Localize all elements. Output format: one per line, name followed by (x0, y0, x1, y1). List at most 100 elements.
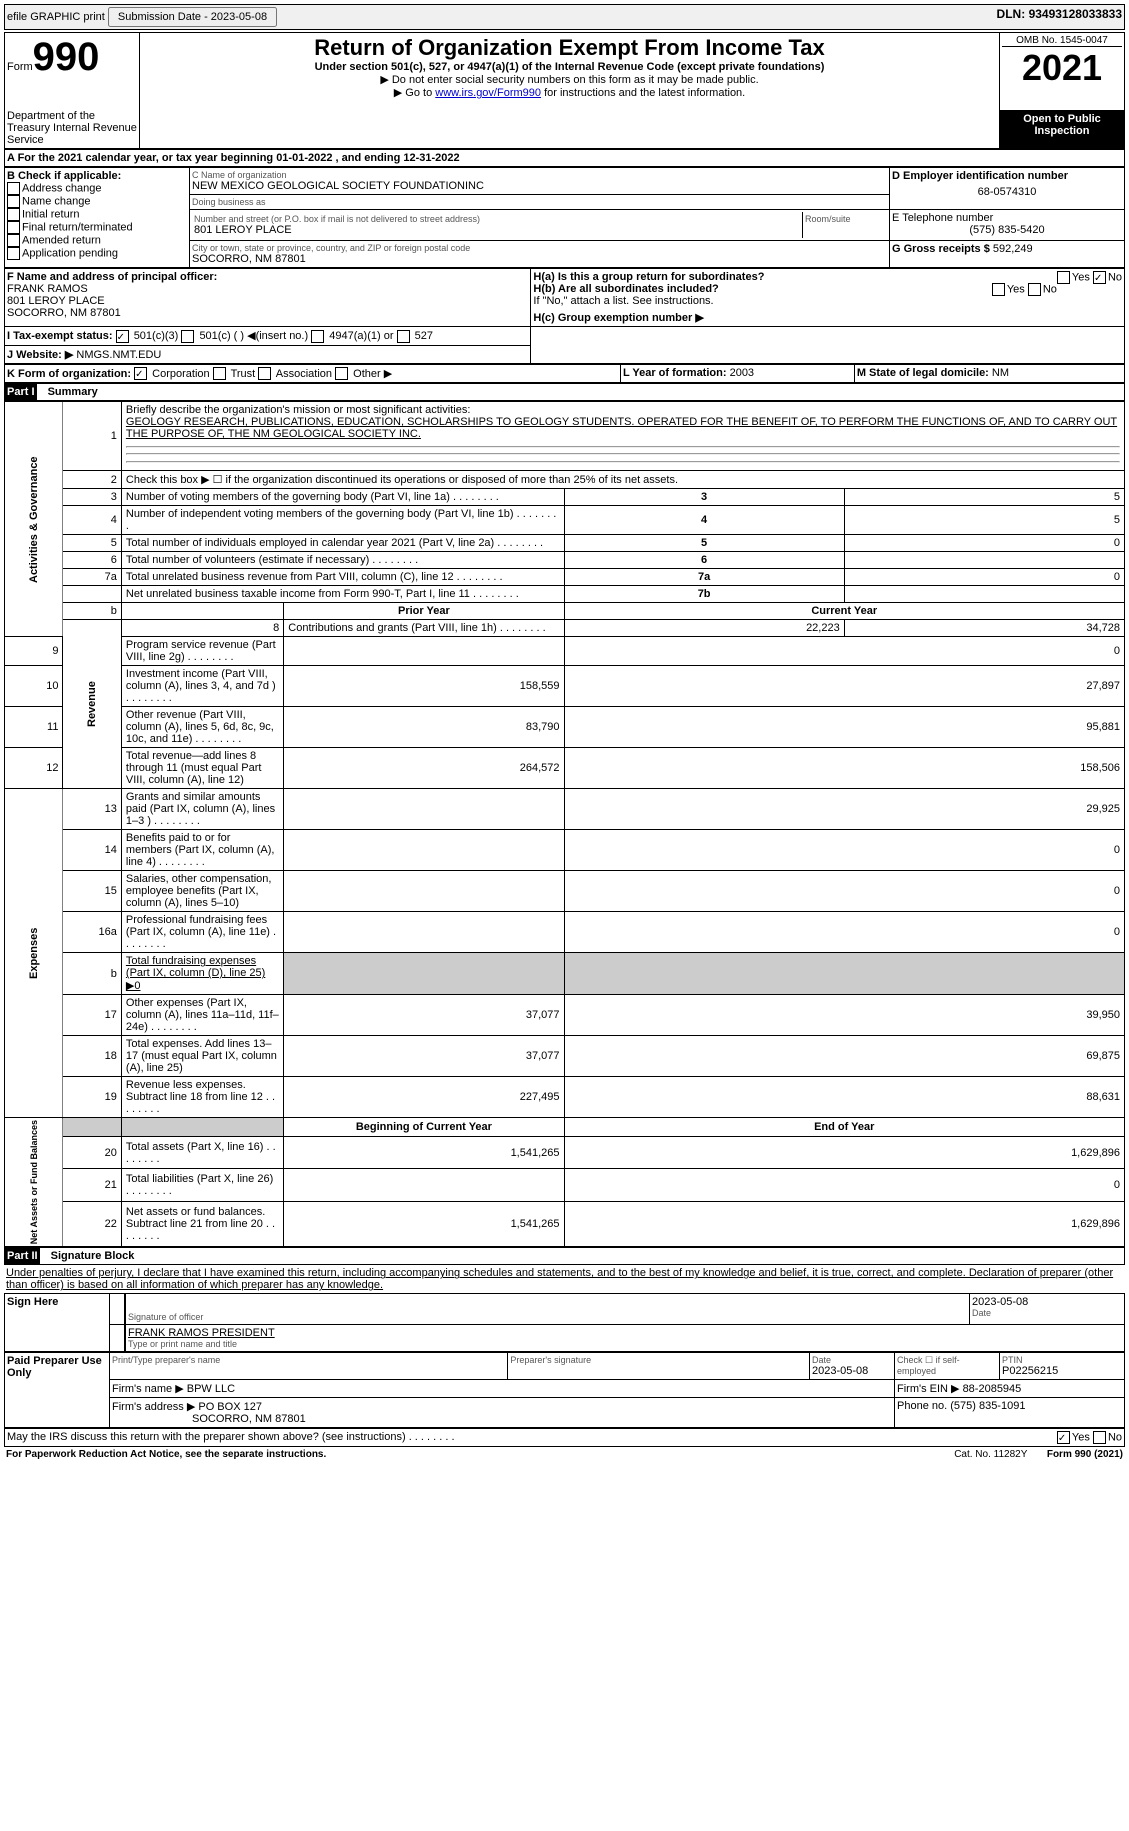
cb-4947[interactable] (311, 330, 324, 343)
h-cell: H(a) Is this a group return for subordin… (531, 269, 1125, 310)
efile-label: efile GRAPHIC print (7, 11, 105, 23)
open-inspection: Open to Public Inspection (1000, 110, 1125, 148)
exp-row-16b: b Total fundraising expenses (Part IX, c… (5, 953, 1125, 995)
cb-application-pending[interactable] (7, 247, 20, 260)
tax-status-cell: I Tax-exempt status: 501(c)(3) 501(c) ( … (5, 327, 531, 346)
firm-name: Firm's name ▶ BPW LLC (110, 1380, 895, 1398)
rev-row-10: 10 Investment income (Part VIII, column … (5, 666, 1125, 707)
cb-trust[interactable] (213, 367, 226, 380)
net-row-21: 21 Total liabilities (Part X, line 26) 0 (5, 1169, 1125, 1201)
net-row-20: 20 Total assets (Part X, line 16) 1,541,… (5, 1137, 1125, 1169)
officer-cell: F Name and address of principal officer:… (5, 269, 531, 327)
gov-row-3: 3 Number of voting members of the govern… (5, 489, 1125, 506)
main-title: Return of Organization Exempt From Incom… (142, 35, 997, 61)
officer-sig: Signature of officer (125, 1294, 970, 1325)
cb-final-return[interactable] (7, 221, 20, 234)
q1-row: Briefly describe the organization's miss… (121, 402, 1124, 471)
cb-initial-return[interactable] (7, 208, 20, 221)
cb-name-change[interactable] (7, 195, 20, 208)
submission-date-button[interactable]: Submission Date - 2023-05-08 (108, 7, 277, 27)
part2-header: Part II Signature Block (4, 1247, 1125, 1265)
paid-preparer-label: Paid Preparer Use Only (5, 1353, 110, 1428)
cb-amended-return[interactable] (7, 234, 20, 247)
rev-row-11: 11 Other revenue (Part VIII, column (A),… (5, 707, 1125, 748)
side-governance: Activities & Governance (5, 402, 63, 637)
gross-cell: G Gross receipts $ 592,249 (890, 241, 1125, 268)
exp-row-17: 17 Other expenses (Part IX, column (A), … (5, 995, 1125, 1036)
prep-ptin: PTIN P02256215 (1000, 1353, 1125, 1380)
exp-row-16a: 16a Professional fundraising fees (Part … (5, 912, 1125, 953)
cb-discuss-no[interactable] (1093, 1431, 1106, 1444)
rev-row-9: 9 Program service revenue (Part VIII, li… (5, 637, 1125, 666)
cb-discuss-yes[interactable] (1057, 1431, 1070, 1444)
officer-name: FRANK RAMOS PRESIDENT Type or print name… (125, 1325, 1125, 1352)
form-990-number: 990 (33, 35, 100, 79)
net-row-22: 22 Net assets or fund balances. Subtract… (5, 1201, 1125, 1247)
phone-cell: E Telephone number (575) 835-5420 (890, 210, 1125, 241)
prep-check: Check ☐ if self-employed (895, 1353, 1000, 1380)
part1-header: Part I Summary (4, 383, 1125, 401)
exp-row-19: 19 Revenue less expenses. Subtract line … (5, 1077, 1125, 1118)
firm-phone: Phone no. (575) 835-1091 (895, 1398, 1125, 1428)
omb-cell: OMB No. 1545-0047 2021 (1000, 33, 1125, 111)
gov-row-5: 5 Total number of individuals employed i… (5, 535, 1125, 552)
gov-row-6: 6 Total number of volunteers (estimate i… (5, 552, 1125, 569)
cb-527[interactable] (397, 330, 410, 343)
city-cell: City or town, state or province, country… (190, 241, 890, 268)
sign-table: Sign Here Signature of officer 2023-05-0… (4, 1293, 1125, 1352)
website-cell: J Website: ▶ NMGS.NMT.EDU (5, 345, 531, 363)
hc-cell: H(c) Group exemption number ▶ (531, 309, 1125, 327)
dln: DLN: 93493128033833 (997, 7, 1122, 21)
ein-cell: D Employer identification number 68-0574… (890, 168, 1125, 210)
period-line: A For the 2021 calendar year, or tax yea… (4, 149, 1125, 167)
instruction-1: ▶ Do not enter social security numbers o… (142, 73, 997, 86)
top-bar: efile GRAPHIC print Submission Date - 20… (4, 4, 1125, 30)
form-org-table: K Form of organization: Corporation Trus… (4, 364, 1125, 384)
exp-row-15: 15 Salaries, other compensation, employe… (5, 871, 1125, 912)
address-cell: Number and street (or P.O. box if mail i… (190, 210, 890, 241)
org-name-cell: C Name of organization NEW MEXICO GEOLOG… (190, 168, 890, 195)
cb-other[interactable] (335, 367, 348, 380)
sig-date: 2023-05-08 Date (970, 1294, 1125, 1325)
cb-hb-no[interactable] (1028, 283, 1041, 296)
cb-association[interactable] (258, 367, 271, 380)
prep-sig: Preparer's signature (508, 1353, 810, 1380)
formation-cell: L Year of formation: 2003 (621, 364, 855, 383)
cb-ha-yes[interactable] (1057, 271, 1070, 284)
cb-hb-yes[interactable] (992, 283, 1005, 296)
cb-address-change[interactable] (7, 182, 20, 195)
cb-501c3[interactable] (116, 330, 129, 343)
cb-501c[interactable] (181, 330, 194, 343)
cb-corporation[interactable] (134, 367, 147, 380)
tax-year: 2021 (1002, 47, 1122, 89)
cb-ha-no[interactable] (1093, 271, 1106, 284)
gov-row-7a: 7a Total unrelated business revenue from… (5, 569, 1125, 586)
dba-cell: Doing business as (190, 195, 890, 210)
irs-link[interactable]: www.irs.gov/Form990 (435, 87, 541, 99)
exp-row-14: 14 Benefits paid to or for members (Part… (5, 830, 1125, 871)
sign-here-label: Sign Here (5, 1294, 110, 1352)
preparer-table: Paid Preparer Use Only Print/Type prepar… (4, 1352, 1125, 1428)
side-expenses: Expenses (5, 789, 63, 1118)
side-netassets: Net Assets or Fund Balances (5, 1118, 63, 1247)
firm-addr: Firm's address ▶ PO BOX 127 SOCORRO, NM … (110, 1398, 895, 1428)
instruction-2: ▶ Go to www.irs.gov/Form990 for instruct… (142, 86, 997, 99)
q2-row: Check this box ▶ ☐ if the organization d… (121, 471, 1124, 489)
prep-print: Print/Type preparer's name (110, 1353, 508, 1380)
prep-date: Date 2023-05-08 (810, 1353, 895, 1380)
footer: For Paperwork Reduction Act Notice, see … (4, 1447, 1125, 1462)
domicile-cell: M State of legal domicile: NM (854, 364, 1124, 383)
subtitle: Under section 501(c), 527, or 4947(a)(1)… (142, 61, 997, 73)
header-table: Form990 Department of the Treasury Inter… (4, 32, 1125, 149)
check-applicable: B Check if applicable: Address change Na… (5, 168, 190, 268)
rev-row-12: 12 Total revenue—add lines 8 through 11 … (5, 748, 1125, 789)
info-table: B Check if applicable: Address change Na… (4, 167, 1125, 268)
officer-table: F Name and address of principal officer:… (4, 268, 1125, 364)
side-revenue: Revenue (63, 620, 121, 789)
gov-row-7b: Net unrelated business taxable income fr… (5, 586, 1125, 603)
summary-table: Activities & Governance 1 Briefly descri… (4, 401, 1125, 1247)
firm-ein: Firm's EIN ▶ 88-2085945 (895, 1380, 1125, 1398)
form-label-cell: Form990 Department of the Treasury Inter… (5, 33, 140, 149)
exp-row-18: 18 Total expenses. Add lines 13–17 (must… (5, 1036, 1125, 1077)
gov-row-4: 4 Number of independent voting members o… (5, 506, 1125, 535)
